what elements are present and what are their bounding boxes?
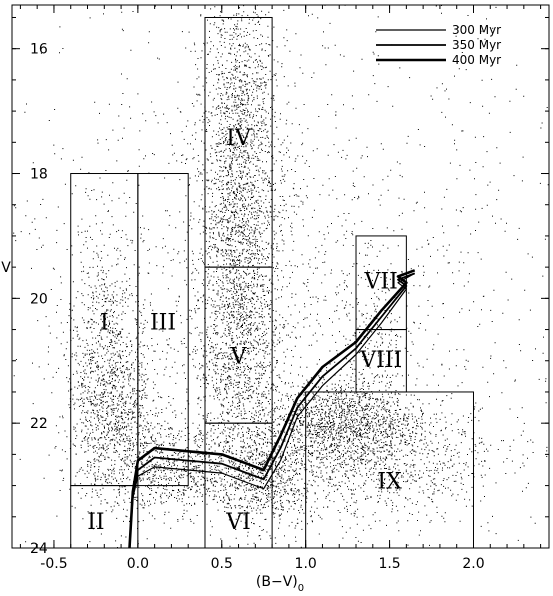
region-box-III [137,173,189,487]
legend-label-2: 400 Myr [452,53,501,67]
y-tick-label: 20 [30,291,48,307]
scatter-dots [13,4,550,548]
x-tick-label: -0.5 [40,556,67,572]
star-points [13,4,550,548]
x-axis-label: (B−V)0 [256,574,304,594]
region-label-IX: IX [377,469,402,494]
region-label-VII: VII [364,270,398,295]
y-axis-label: V [1,260,11,276]
y-tick-label: 16 [30,42,48,58]
x-tick-label: 0.5 [211,556,233,572]
axis-ticks: -0.5 0.0 0.5 1.0 1.5 2.0 16 18 20 22 24 [12,5,549,572]
legend-label-1: 350 Myr [452,38,501,52]
region-label-III: III [150,310,176,335]
x-tick-label: 2.0 [462,556,484,572]
region-label-I: I [100,310,109,335]
plot-frame [11,4,550,549]
isochrone-line-2 [128,269,416,549]
region-label-VIII: VIII [359,348,402,373]
isochrone-line-1 [128,272,416,549]
region-label-V: V [230,345,248,370]
isochrones [128,269,416,549]
region-label-II: II [87,510,104,535]
x-tick-label: 1.5 [378,556,400,572]
y-tick-label: 18 [30,167,48,183]
isochrone-line-0 [128,272,415,549]
legend-label-0: 300 Myr [452,23,501,37]
y-tick-label: 24 [30,541,48,557]
x-tick-label: 1.0 [295,556,317,572]
region-label-IV: IV [226,126,252,151]
y-tick-label: 22 [30,416,48,432]
region-label-VI: VI [225,510,251,535]
x-tick-label: 0.0 [127,556,149,572]
